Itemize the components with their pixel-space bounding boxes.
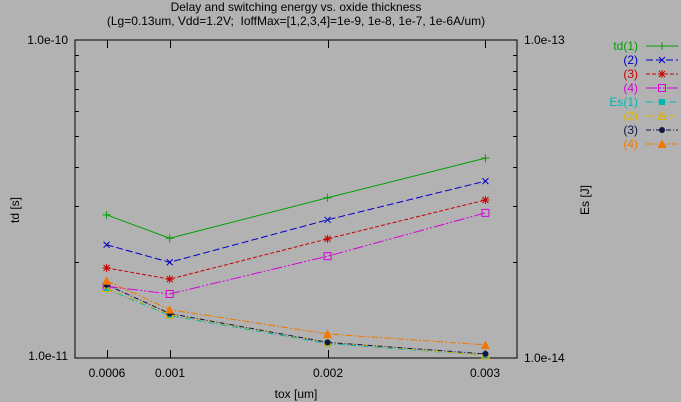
y-right-bottom-tick-label: 1.0e-14 bbox=[524, 351, 565, 365]
legend-label-td-4: (4) bbox=[623, 81, 638, 95]
x-tick-label-001: 0.001 bbox=[154, 366, 186, 380]
y-right-axis-label: Es [J] bbox=[578, 185, 592, 216]
legend-label-es-1: Es(1) bbox=[609, 95, 638, 109]
x-tick-label-002: 0.002 bbox=[312, 366, 344, 380]
legend-label-es-2: (2) bbox=[623, 109, 638, 123]
y-left-axis-label: td [s] bbox=[8, 197, 22, 224]
x-axis-label: tox [um] bbox=[274, 387, 318, 401]
legend-label-es-4: (4) bbox=[623, 137, 638, 151]
x-tick-label-0006: 0.0006 bbox=[88, 366, 126, 380]
y-left-bottom-tick-label: 1.0e-11 bbox=[28, 349, 68, 363]
x-tick-label-003: 0.003 bbox=[469, 366, 501, 380]
chart-title: Delay and switching energy vs. oxide thi… bbox=[170, 0, 422, 14]
chart-subtitle: (Lg=0.13um, Vdd=1.2V; IoffMax=[1,2,3,4]=… bbox=[106, 14, 486, 28]
legend-label-td-3: (3) bbox=[623, 67, 638, 81]
legend-label-td-2: (2) bbox=[623, 53, 638, 67]
legend-label-td-1: td(1) bbox=[613, 39, 638, 53]
y-right-top-tick-label: 1.0e-13 bbox=[524, 33, 565, 47]
legend-label-es-3: (3) bbox=[623, 123, 638, 137]
y-left-top-tick-label: 1.0e-10 bbox=[27, 33, 68, 47]
